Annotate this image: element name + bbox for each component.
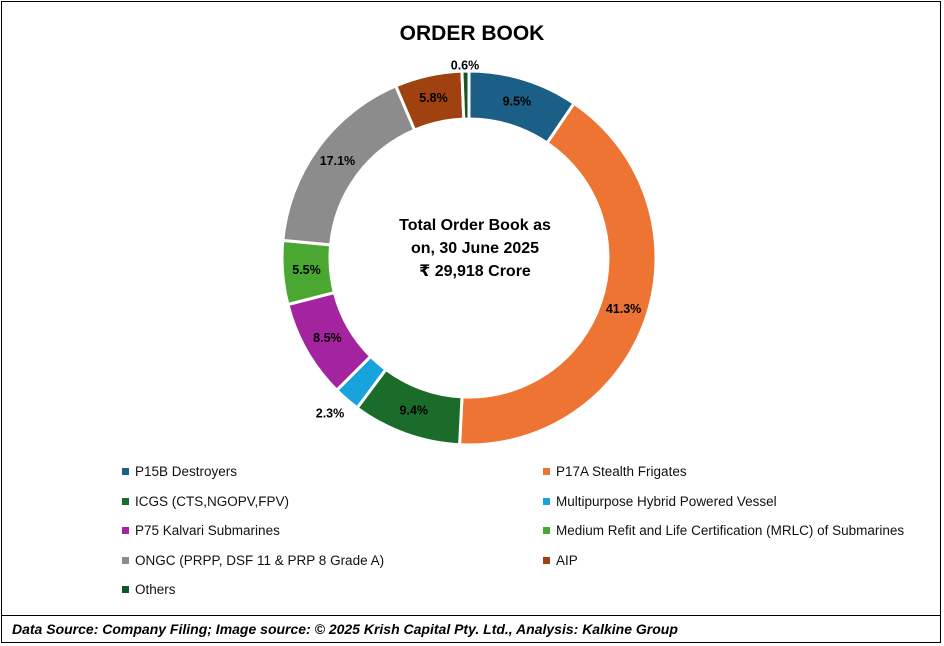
slice-label-aip: 5.8% [419, 91, 448, 105]
slice-label-p75-kalvari-submarines: 8.5% [313, 331, 342, 345]
legend-swatch [122, 527, 129, 534]
legend-label: ONGC (PRPP, DSF 11 & PRP 8 Grade A) [135, 552, 385, 568]
legend-label: Others [135, 582, 176, 597]
legend-label: Medium Refit and Life Certification (MRL… [556, 523, 905, 538]
legend-item-p75-kalvari-submarines: P75 Kalvari Submarines [122, 523, 280, 538]
legend-item-multipurpose-hybrid-powered-vessel: Multipurpose Hybrid Powered Vessel [543, 494, 777, 509]
legend-label: AIP [556, 552, 578, 568]
slice-label-p17a-stealth-frigates: 41.3% [606, 302, 641, 316]
legend-label: Multipurpose Hybrid Powered Vessel [556, 493, 777, 509]
source-note: Data Source: Company Filing; Image sourc… [12, 621, 678, 637]
slice-label-medium-refit-and-life-certification-mrlc-of-submarines: 5.5% [292, 263, 321, 277]
center-text-line-1: Total Order Book as [399, 217, 551, 234]
chart-title: ORDER BOOK [399, 22, 545, 45]
center-text-line-3: ₹ 29,918 Crore [419, 263, 531, 280]
legend-swatch [122, 468, 129, 475]
legend-label: ICGS (CTS,NGOPV,FPV) [135, 493, 290, 509]
legend-swatch [122, 556, 129, 564]
slice-label-others: 0.6% [451, 58, 480, 72]
legend-item-p17a-stealth-frigates: P17A Stealth Frigates [543, 464, 687, 479]
slice-label-p15b-destroyers: 9.5% [503, 95, 532, 109]
legend-swatch [543, 468, 550, 475]
slice-label-icgs-cts-ngopv-fpv: 9.4% [400, 404, 429, 418]
slice-label-multipurpose-hybrid-powered-vessel: 2.3% [316, 406, 345, 420]
legend-item-ongc-prpp-dsf-11-prp-8-grade-a: ONGC (PRPP, DSF 11 & PRP 8 Grade A) [122, 553, 384, 568]
legend-swatch [122, 497, 129, 505]
legend-item-aip: AIP [543, 553, 578, 568]
donut-chart: 9.5% 41.3% 9.4% 2.3% 8.5% 5.5% 17.1% 5.8% 0.6% [280, 58, 658, 447]
legend-label: P75 Kalvari Submarines [135, 523, 280, 538]
center-total-label: Total Order Book as on, 30 June 2025 ₹ 2… [370, 214, 580, 283]
legend-item-icgs-cts-ngopv-fpv: ICGS (CTS,NGOPV,FPV) [122, 494, 289, 509]
donut-slice-labels: 9.5% 41.3% 9.4% 2.3% 8.5% 5.5% 17.1% 5.8% 0.6% [292, 58, 641, 420]
legend-swatch [543, 527, 550, 534]
legend-swatch [122, 586, 129, 593]
donut-slices [280, 69, 658, 447]
legend-swatch [543, 497, 550, 505]
footer-divider [2, 615, 940, 616]
legend-item-p15b-destroyers: P15B Destroyers [122, 464, 237, 479]
legend-swatch [543, 556, 550, 564]
legend-label: P17A Stealth Frigates [556, 464, 687, 479]
center-text-line-2: on, 30 June 2025 [410, 240, 540, 257]
legend-item-others: Others [122, 582, 176, 597]
legend-label: P15B Destroyers [135, 464, 238, 479]
slice-p17a-stealth-frigates [458, 101, 658, 447]
slice-others [460, 69, 471, 121]
legend-item-medium-refit-and-life-certification-mrlc-of-submarines: Medium Refit and Life Certification (MRL… [543, 523, 904, 538]
slice-label-ongc-prpp-dsf-11-prp-8-grade-a: 17.1% [320, 154, 355, 168]
